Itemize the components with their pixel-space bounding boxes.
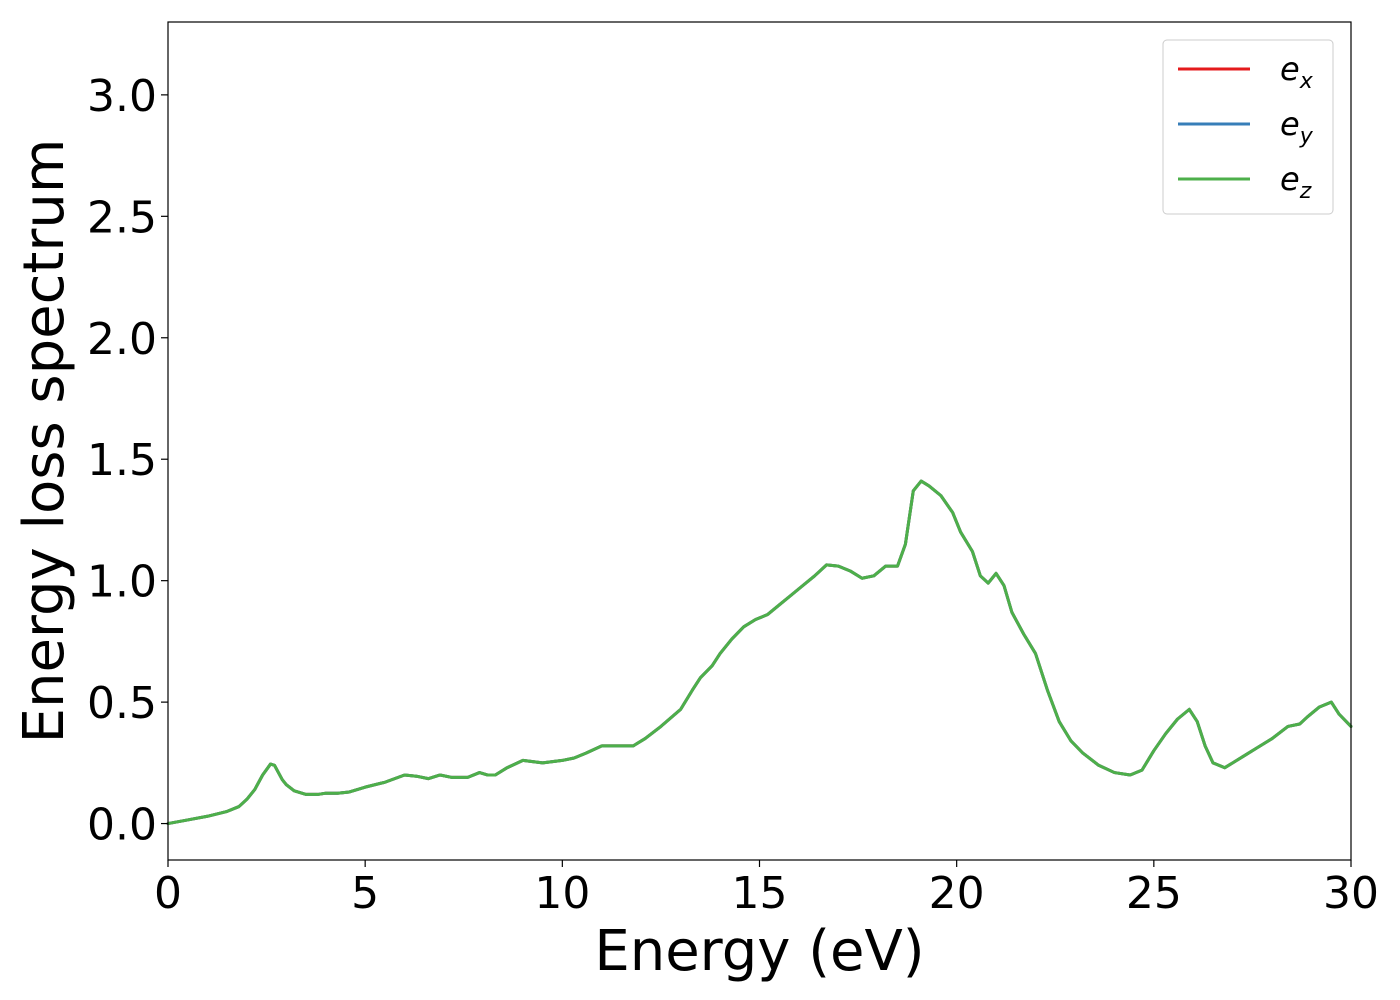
y-tick-label: 1.0 xyxy=(87,557,157,608)
x-tick-label: 15 xyxy=(732,868,788,919)
legend-label-ey: ey xyxy=(1280,105,1314,149)
y-tick-label: 2.5 xyxy=(87,192,157,243)
series-line-ez xyxy=(166,479,1353,826)
y-axis-label: Energy loss spectrum xyxy=(12,139,77,744)
x-tick-label: 5 xyxy=(351,868,379,919)
legend-box xyxy=(1162,39,1334,215)
y-tick-label: 1.5 xyxy=(87,435,157,486)
x-tick-label: 20 xyxy=(929,868,985,919)
y-tick-label: 0.5 xyxy=(87,678,157,729)
x-tick-label: 0 xyxy=(154,868,182,919)
x-axis-label: Energy (eV) xyxy=(594,919,924,984)
legend: ex ey ez xyxy=(1162,39,1334,215)
x-tick-label: 30 xyxy=(1323,868,1379,919)
plot-background xyxy=(168,22,1351,860)
x-tick-label: 25 xyxy=(1126,868,1182,919)
y-tick-label: 3.0 xyxy=(87,71,157,122)
legend-label-ex: ex xyxy=(1280,50,1314,94)
legend-label-ez: ez xyxy=(1280,160,1312,204)
x-tick-label: 10 xyxy=(534,868,590,919)
y-tick-label: 0.0 xyxy=(87,800,157,851)
y-tick-label: 2.0 xyxy=(87,314,157,365)
y-axis-ticks: 0.0 0.5 1.0 1.5 2.0 2.5 3.0 xyxy=(87,71,168,851)
series-layer xyxy=(166,479,1353,826)
x-axis-ticks: 0 5 10 15 20 25 30 xyxy=(154,860,1379,919)
